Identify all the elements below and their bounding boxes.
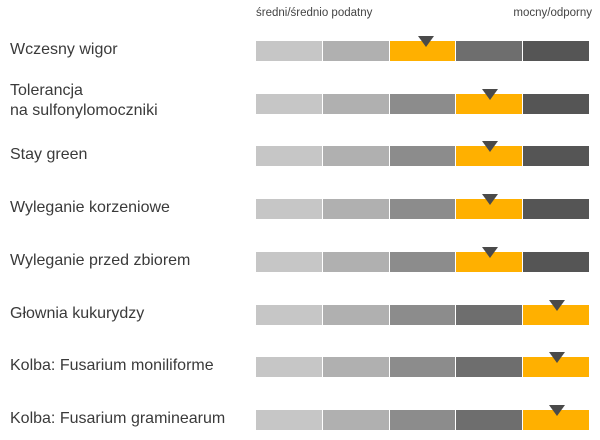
rating-bar bbox=[256, 36, 590, 61]
rating-segment bbox=[456, 305, 523, 325]
rating-segment bbox=[322, 305, 389, 325]
rating-marker-icon bbox=[548, 300, 565, 311]
rating-marker-icon bbox=[418, 36, 435, 47]
rating-bar bbox=[256, 247, 590, 272]
rating-marker-icon bbox=[481, 247, 498, 258]
rating-marker-icon bbox=[481, 141, 498, 152]
rating-segment bbox=[389, 199, 456, 219]
rating-segment bbox=[256, 94, 322, 114]
rating-segment bbox=[322, 252, 389, 272]
rating-segment bbox=[322, 357, 389, 377]
rating-segment bbox=[256, 199, 322, 219]
rating-segment-active bbox=[456, 94, 523, 114]
rating-marker-icon bbox=[481, 89, 498, 100]
rating-segment bbox=[389, 252, 456, 272]
rating-segment bbox=[256, 252, 322, 272]
trait-label-line: Głownia kukurydzy bbox=[10, 305, 145, 322]
rating-segment bbox=[322, 94, 389, 114]
rating-segment-active bbox=[523, 357, 589, 377]
rating-segment bbox=[456, 410, 523, 430]
rating-segment-active bbox=[456, 146, 523, 166]
trait-label-line: Tolerancja bbox=[10, 82, 83, 99]
rating-segment bbox=[456, 41, 523, 61]
trait-label: Stay green bbox=[10, 145, 87, 165]
rating-bar bbox=[256, 89, 590, 114]
trait-label: Kolba: Fusarium graminearum bbox=[10, 409, 225, 429]
rating-marker-icon bbox=[548, 352, 565, 363]
trait-label: Wyleganie przed zbiorem bbox=[10, 251, 190, 271]
rating-bar bbox=[256, 194, 590, 219]
rating-segment-active bbox=[456, 252, 523, 272]
trait-label: Kolba: Fusarium moniliforme bbox=[10, 356, 214, 376]
rating-segment bbox=[389, 357, 456, 377]
rating-segment bbox=[256, 305, 322, 325]
rating-segment bbox=[322, 199, 389, 219]
rating-segment-active bbox=[523, 410, 589, 430]
rating-bar bbox=[256, 300, 590, 325]
trait-label: Tolerancja na sulfonylomoczniki bbox=[10, 81, 158, 121]
rating-segment bbox=[256, 410, 322, 430]
trait-label: Głownia kukurydzy bbox=[10, 304, 144, 324]
rating-segment-active bbox=[456, 199, 523, 219]
trait-label: Wczesny wigor bbox=[10, 40, 118, 60]
rating-segment bbox=[389, 410, 456, 430]
rating-segment bbox=[322, 410, 389, 430]
rating-marker-icon bbox=[481, 194, 498, 205]
rating-segment bbox=[523, 199, 589, 219]
trait-label-line: Kolba: Fusarium moniliforme bbox=[10, 357, 214, 374]
rating-segment bbox=[523, 252, 589, 272]
rating-segment bbox=[322, 41, 389, 61]
rating-marker-icon bbox=[548, 405, 565, 416]
trait-label-line: Wyleganie przed zbiorem bbox=[10, 252, 191, 269]
rating-bar bbox=[256, 405, 590, 430]
trait-label-line: Kolba: Fusarium graminearum bbox=[10, 410, 226, 427]
rating-segment bbox=[389, 94, 456, 114]
rating-segment bbox=[256, 357, 322, 377]
scale-left-label: średni/średnio podatny bbox=[256, 7, 373, 19]
trait-label: Wyleganie korzeniowe bbox=[10, 198, 170, 218]
rating-segment bbox=[523, 94, 589, 114]
trait-label-line: na sulfonylomoczniki bbox=[10, 102, 158, 119]
rating-segment-active bbox=[523, 305, 589, 325]
rating-segment-active bbox=[389, 41, 456, 61]
rating-segment bbox=[256, 146, 322, 166]
trait-label-line: Wczesny wigor bbox=[10, 41, 118, 58]
rating-bar bbox=[256, 352, 590, 377]
rating-segment bbox=[523, 41, 589, 61]
scale-right-label: mocny/odporny bbox=[513, 7, 592, 19]
rating-segment bbox=[523, 146, 589, 166]
rating-segment bbox=[256, 41, 322, 61]
rating-segment bbox=[389, 146, 456, 166]
rating-bar bbox=[256, 141, 590, 166]
rating-segment bbox=[322, 146, 389, 166]
rating-segment bbox=[389, 305, 456, 325]
trait-label-line: Stay green bbox=[10, 146, 88, 163]
rating-segment bbox=[456, 357, 523, 377]
trait-label-line: Wyleganie korzeniowe bbox=[10, 199, 170, 216]
